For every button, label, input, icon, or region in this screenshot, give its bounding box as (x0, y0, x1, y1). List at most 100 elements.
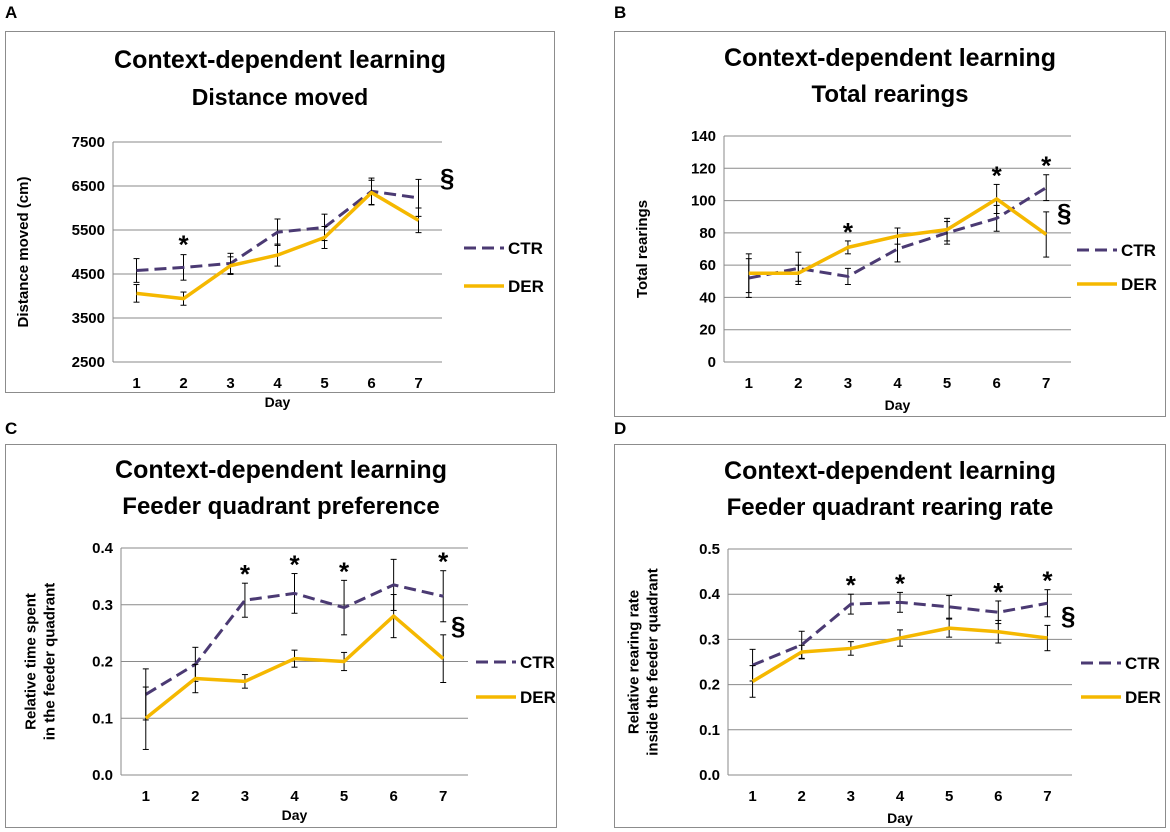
chart-title-a-line2: Distance moved (191, 84, 369, 110)
x-tick-label-c-6: 7 (439, 788, 447, 805)
y-tick-label-b-1: 20 (699, 322, 716, 339)
chart-title-b-line1: Context-dependent learning (724, 44, 1056, 72)
y-tick-label-d-3: 0.3 (699, 631, 720, 648)
x-tick-label-d-0: 1 (748, 788, 756, 805)
y-axis-label-b-0: Total rearings (634, 200, 651, 298)
y-axis-label-c-0: Relative time spent (23, 593, 40, 730)
y-tick-label-b-4: 80 (699, 225, 716, 242)
x-tick-label-d-5: 6 (994, 788, 1002, 805)
x-axis-label-c: Day (282, 807, 308, 823)
chart-title-d-line2: Feeder quadrant rearing rate (726, 494, 1054, 521)
x-tick-label-c-4: 5 (340, 788, 348, 805)
x-tick-label-b-4: 5 (943, 375, 951, 392)
x-tick-label-a-4: 5 (320, 375, 328, 392)
y-tick-label-c-3: 0.3 (92, 597, 113, 614)
series-line-a-der (136, 190, 420, 301)
x-tick-label-d-2: 3 (847, 788, 855, 805)
series-line-b-ctr (748, 186, 1048, 280)
x-axis-label-d: Day (887, 810, 913, 826)
x-tick-label-b-3: 4 (893, 375, 902, 392)
legend-label-b-ctr: CTR (1121, 241, 1156, 260)
legend-label-a-der: DER (508, 277, 544, 296)
significance-star-c-7: * (438, 547, 449, 577)
significance-star-d-3: * (846, 570, 857, 600)
series-line-d-der (751, 626, 1048, 683)
significance-star-c-5: * (339, 556, 350, 586)
x-tick-label-b-2: 3 (844, 375, 852, 392)
y-tick-label-d-0: 0.0 (699, 767, 720, 784)
x-tick-label-b-1: 2 (794, 375, 802, 392)
y-tick-label-d-1: 0.1 (699, 722, 720, 739)
series-line-c-der (144, 614, 445, 720)
y-tick-label-b-5: 100 (691, 193, 716, 210)
significance-star-c-3: * (240, 559, 251, 589)
section-mark-d: § (1061, 601, 1075, 631)
chart-panel-d: Context-dependent learning Feeder quadra… (614, 444, 1166, 828)
x-tick-label-a-2: 3 (226, 375, 234, 392)
y-tick-label-b-7: 140 (691, 128, 716, 145)
legend-label-d-der: DER (1125, 688, 1161, 707)
x-tick-label-d-4: 5 (945, 788, 953, 805)
section-mark-b: § (1057, 198, 1071, 228)
y-tick-label-b-6: 120 (691, 160, 716, 177)
significance-star-d-7: * (1042, 566, 1053, 596)
chart-title-a-line1: Context-dependent learning (114, 46, 446, 74)
significance-star-a-2: * (178, 230, 189, 260)
series-line-b-der (748, 197, 1048, 275)
x-tick-label-b-6: 7 (1042, 375, 1050, 392)
chart-title-b-line2: Total rearings (811, 81, 969, 108)
section-mark-c: § (451, 611, 465, 641)
y-tick-label-c-1: 0.1 (92, 710, 113, 727)
x-axis-label-a: Day (265, 394, 291, 410)
chart-panel-a: Context-dependent learning Distance move… (5, 31, 555, 410)
y-tick-label-a-0: 2500 (72, 354, 105, 371)
x-axis-label-b: Day (885, 397, 911, 413)
y-axis-label-d-1: inside the feeder quadrant (645, 568, 662, 756)
x-tick-label-c-1: 2 (191, 788, 199, 805)
panel-label-d: D (614, 419, 627, 438)
legend-label-c-der: DER (520, 688, 556, 707)
y-tick-label-b-3: 60 (699, 257, 716, 274)
y-axis-label-d-0: Relative rearing rate (626, 590, 643, 734)
significance-star-b-7: * (1041, 151, 1052, 181)
y-tick-label-b-0: 0 (708, 354, 716, 371)
x-tick-label-a-3: 4 (273, 375, 282, 392)
x-tick-label-d-1: 2 (798, 788, 806, 805)
chart-plot-c: 0.0 0.1 0.2 0.3 0.4 1 2 3 4 5 6 7 Day Relative time s… (23, 540, 556, 823)
legend-label-c-ctr: CTR (520, 653, 555, 672)
x-tick-label-c-5: 6 (389, 788, 397, 805)
y-tick-label-d-5: 0.5 (699, 541, 720, 558)
x-tick-label-d-3: 4 (896, 788, 905, 805)
legend-label-d-ctr: CTR (1125, 654, 1160, 673)
x-tick-label-b-0: 1 (745, 375, 753, 392)
x-tick-label-d-6: 7 (1043, 788, 1051, 805)
chart-title-d-line1: Context-dependent learning (724, 457, 1056, 485)
y-tick-label-a-5: 7500 (72, 134, 105, 151)
panel-label-b: B (614, 3, 627, 22)
x-tick-label-c-0: 1 (142, 788, 150, 805)
y-tick-label-b-2: 40 (699, 289, 716, 306)
panel-label-a: A (5, 3, 18, 22)
x-tick-label-a-6: 7 (414, 375, 422, 392)
y-axis-label-a-0: Distance moved (cm) (15, 177, 32, 328)
chart-plot-a: 2500 3500 4500 5500 6500 7500 1 2 3 4 5 6 7 Day Distan… (15, 134, 544, 410)
chart-plot-d: 0.0 0.1 0.2 0.3 0.4 0.5 1 2 3 4 5 6 7 Day Relative rea… (626, 541, 1161, 826)
chart-panel-b: Context-dependent learning Total rearing… (614, 31, 1166, 417)
chart-title-c-line1: Context-dependent learning (115, 456, 447, 484)
x-tick-label-a-5: 6 (367, 375, 375, 392)
chart-plot-b: 0 20 40 60 80 100 120 140 1 2 3 4 5 6 7 Day Total rearin… (634, 128, 1157, 413)
x-tick-label-a-1: 2 (179, 375, 187, 392)
y-tick-label-c-2: 0.2 (92, 654, 113, 671)
y-tick-label-a-1: 3500 (72, 310, 105, 327)
panel-label-c: C (5, 419, 18, 438)
x-tick-label-c-3: 4 (290, 788, 299, 805)
legend-label-b-der: DER (1121, 275, 1157, 294)
chart-panel-c: Context-dependent learning Feeder quadra… (5, 444, 557, 828)
y-tick-label-d-2: 0.2 (699, 677, 720, 694)
significance-star-c-4: * (289, 550, 300, 580)
significance-star-d-4: * (895, 568, 906, 598)
y-tick-label-c-0: 0.0 (92, 767, 113, 784)
x-tick-label-a-0: 1 (132, 375, 140, 392)
chart-title-c-line2: Feeder quadrant preference (122, 493, 440, 520)
significance-star-b-3: * (843, 217, 854, 247)
